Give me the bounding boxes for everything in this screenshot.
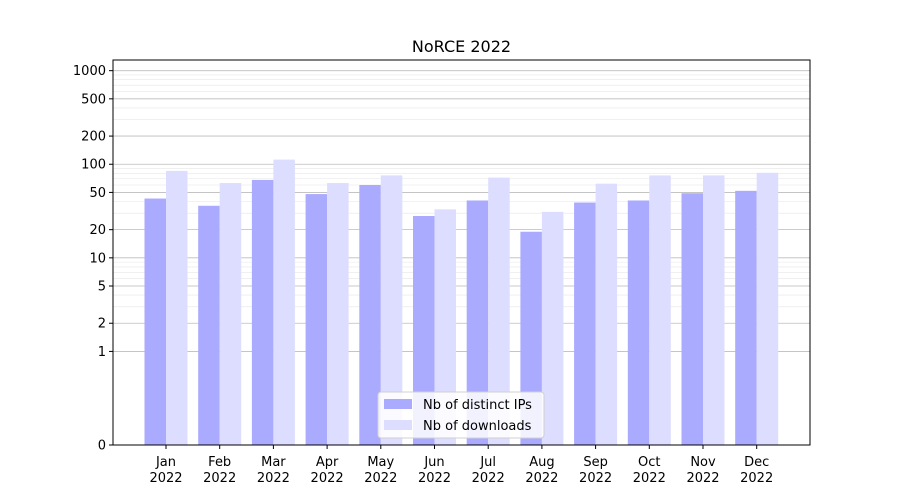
x-tick-label-month: Feb bbox=[208, 455, 231, 470]
bar-nb-of-distinct-ips-nov bbox=[681, 193, 703, 445]
y-tick-label: 50 bbox=[89, 186, 106, 201]
chart-title: NoRCE 2022 bbox=[412, 37, 511, 56]
plot-area-frame bbox=[112, 59, 811, 446]
y-tick-label: 200 bbox=[81, 130, 106, 145]
y-axis: 0 1 2 5 10 20 50 100 200 500 1000 bbox=[73, 64, 113, 454]
x-tick-label-month: Apr bbox=[316, 455, 339, 470]
bar-nb-of-distinct-ips-jun bbox=[413, 215, 435, 445]
x-tick-label-year: 2022 bbox=[418, 471, 451, 486]
bar-nb-of-downloads-feb bbox=[219, 183, 242, 446]
x-tick-label-year: 2022 bbox=[257, 471, 290, 486]
x-tick-label-month: Nov bbox=[690, 455, 716, 470]
bar-nb-of-distinct-ips-dec bbox=[735, 190, 757, 445]
y-tick-label: 500 bbox=[81, 92, 106, 107]
bar-nb-of-downloads-dec bbox=[756, 172, 779, 445]
bar-nb-of-distinct-ips-oct bbox=[627, 200, 650, 445]
y-tick-label: 100 bbox=[81, 158, 106, 173]
x-tick-label-year: 2022 bbox=[686, 471, 719, 486]
x-tick-label-month: Mar bbox=[261, 455, 286, 470]
bar-nb-of-downloads-jun bbox=[434, 209, 456, 445]
x-tick-label-year: 2022 bbox=[579, 471, 612, 486]
bar-nb-of-distinct-ips-jan bbox=[144, 198, 166, 445]
x-tick-label-year: 2022 bbox=[203, 471, 236, 486]
legend-label: Nb of distinct IPs bbox=[423, 398, 532, 413]
y-tick-label: 1000 bbox=[73, 64, 106, 79]
bar-nb-of-downloads-mar bbox=[273, 159, 295, 445]
legend-box bbox=[377, 391, 545, 439]
y-tick-label: 1 bbox=[98, 345, 106, 360]
x-tick-label-month: Jun bbox=[423, 455, 444, 470]
bar-nb-of-distinct-ips-mar bbox=[251, 179, 274, 445]
x-tick-label-year: 2022 bbox=[311, 471, 344, 486]
x-tick-label-month: Jul bbox=[479, 455, 496, 470]
y-tick-label: 10 bbox=[89, 251, 106, 266]
bar-nb-of-downloads-sep bbox=[595, 183, 618, 445]
bar-nb-of-downloads-may bbox=[380, 175, 403, 445]
bar-nb-of-downloads-nov bbox=[703, 175, 725, 445]
legend-swatch bbox=[384, 399, 412, 409]
legend-label: Nb of downloads bbox=[423, 419, 532, 434]
x-tick-label-year: 2022 bbox=[525, 471, 558, 486]
bar-nb-of-downloads-aug bbox=[541, 211, 564, 445]
bars bbox=[144, 159, 779, 446]
bar-nb-of-distinct-ips-feb bbox=[198, 205, 220, 445]
y-tick-label: 0 bbox=[98, 439, 106, 454]
bar-nb-of-downloads-jul bbox=[488, 177, 510, 446]
legend: Nb of distinct IPs Nb of downloads bbox=[377, 391, 545, 439]
x-tick-label-month: May bbox=[367, 455, 394, 470]
x-tick-label-month: Dec bbox=[744, 455, 769, 470]
x-tick-label-year: 2022 bbox=[633, 471, 666, 486]
bar-nb-of-distinct-ips-apr bbox=[305, 194, 328, 445]
bar-nb-of-downloads-oct bbox=[649, 175, 671, 445]
y-tick-label: 20 bbox=[89, 223, 106, 238]
bar-nb-of-downloads-apr bbox=[327, 183, 349, 446]
x-tick-label-year: 2022 bbox=[740, 471, 773, 486]
x-tick-label-year: 2022 bbox=[149, 471, 182, 486]
x-axis: Jan2022Feb2022Mar2022Apr2022May2022Jun20… bbox=[149, 445, 773, 486]
bar-nb-of-distinct-ips-may bbox=[359, 185, 381, 445]
bar-nb-of-distinct-ips-sep bbox=[574, 202, 596, 445]
x-tick-label-month: Jan bbox=[155, 455, 176, 470]
bar-nb-of-downloads-jan bbox=[166, 170, 188, 446]
y-tick-label: 5 bbox=[98, 280, 106, 295]
x-tick-label-month: Aug bbox=[529, 455, 554, 470]
x-tick-label-month: Oct bbox=[638, 455, 660, 470]
legend-swatch bbox=[384, 420, 412, 430]
x-tick-label-month: Sep bbox=[583, 455, 608, 470]
bar-nb-of-distinct-ips-jul bbox=[466, 200, 489, 445]
x-tick-label-year: 2022 bbox=[472, 471, 505, 486]
x-tick-label-year: 2022 bbox=[364, 471, 397, 486]
y-tick-label: 2 bbox=[98, 317, 106, 332]
